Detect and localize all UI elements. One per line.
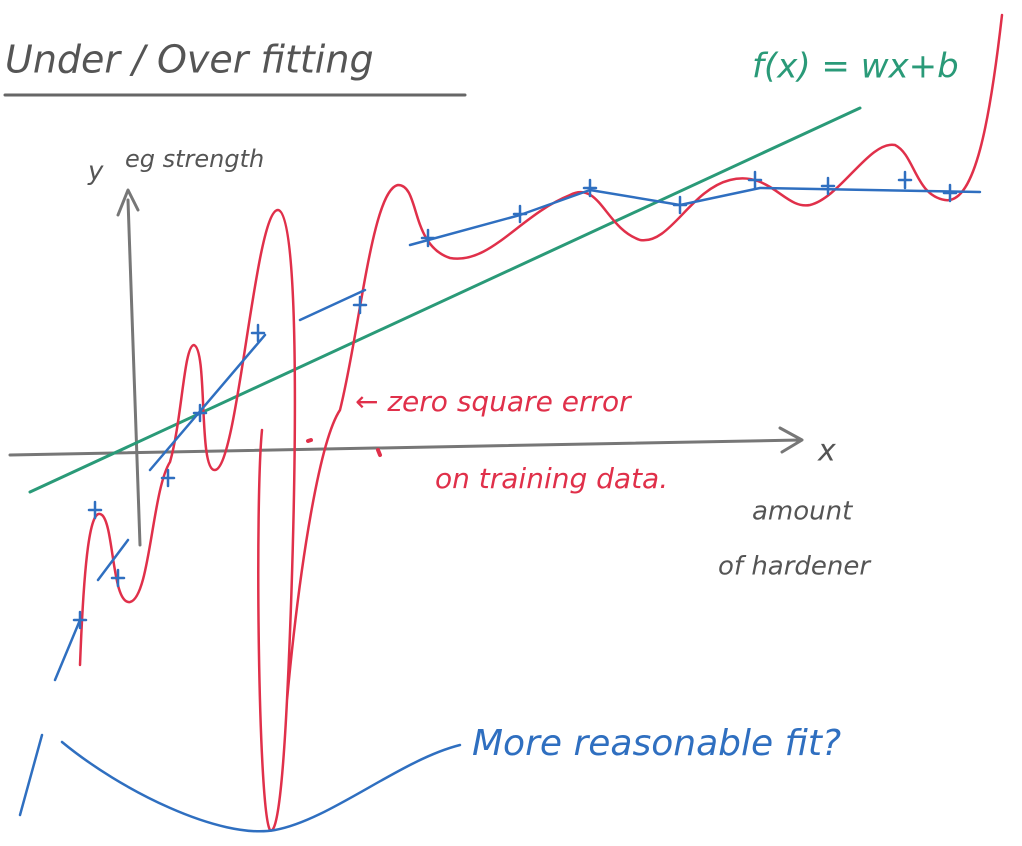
overfit-curve: [80, 15, 1002, 830]
y-axis-description: eg strength: [125, 145, 264, 173]
x-axis-description: of hardener: [718, 552, 872, 582]
diagram: Under / Over fitting y eg strength x amo…: [0, 0, 1022, 846]
x-axis-description: amount: [752, 497, 853, 527]
overfit-annotation: ← zero square error: [355, 385, 632, 418]
y-axis-label: y: [87, 157, 104, 187]
y-axis: [118, 190, 140, 545]
title: Under / Over fitting: [5, 38, 374, 82]
x-axis-label: x: [817, 434, 836, 469]
overfit-annotation: on training data.: [435, 462, 668, 495]
function-label: f(x) = wx+b: [752, 47, 959, 87]
x-axis: [10, 428, 802, 455]
fit-annotation: More reasonable fit?: [472, 723, 841, 764]
